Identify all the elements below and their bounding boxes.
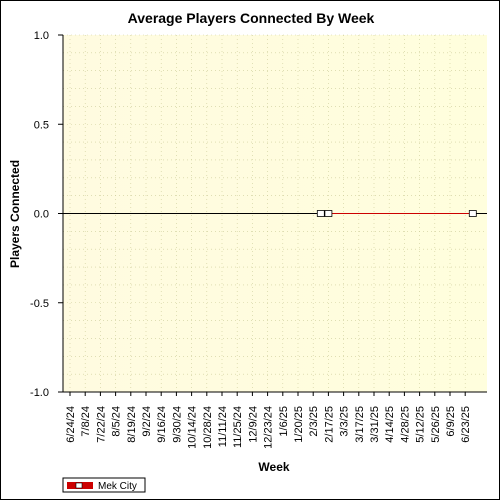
x-tick-label: 6/9/25	[445, 406, 457, 437]
x-tick-label: 1/6/25	[278, 406, 290, 437]
legend-marker	[75, 482, 83, 489]
x-tick-label: 4/28/25	[399, 406, 411, 443]
x-tick-label: 1/20/25	[293, 406, 305, 443]
x-tick-label: 9/30/24	[171, 406, 183, 443]
x-tick-label: 6/24/24	[65, 406, 77, 443]
x-tick-label: 11/25/24	[232, 406, 244, 448]
data-point	[316, 210, 325, 217]
x-axis-ticks: 6/24/24 7/8/24 7/22/24 8/5/24 8/19/24 9/2/24 9…	[65, 392, 472, 449]
x-tick-label: 9/16/24	[156, 406, 168, 443]
x-tick-label: 11/11/24	[217, 406, 229, 447]
chart-title: Average Players Connected By Week	[128, 10, 375, 26]
x-tick-label: 3/31/25	[369, 406, 381, 443]
x-tick-label: 6/23/25	[460, 406, 472, 443]
series-group	[63, 210, 487, 217]
x-tick-label: 7/8/24	[80, 406, 92, 437]
x-tick-label: 3/3/25	[339, 406, 351, 437]
x-axis-label: Week	[258, 460, 289, 474]
y-tick-label: -1.0	[30, 387, 49, 399]
y-axis-label: Players Connected	[8, 160, 22, 268]
x-tick-label: 10/28/24	[202, 406, 214, 449]
x-tick-label: 5/12/25	[415, 406, 427, 443]
x-tick-label: 2/17/25	[323, 406, 335, 443]
y-tick-label: 0.5	[34, 119, 49, 131]
x-tick-label: 12/9/24	[247, 406, 259, 443]
x-tick-label: 8/5/24	[111, 406, 123, 437]
y-tick-label: 1.0	[34, 30, 49, 42]
x-tick-label: 7/22/24	[95, 406, 107, 443]
x-tick-label: 12/23/24	[263, 406, 275, 449]
x-tick-label: 3/17/25	[354, 406, 366, 443]
x-tick-label: 8/19/24	[126, 406, 138, 443]
x-tick-label: 9/2/24	[141, 406, 153, 437]
data-point	[324, 210, 333, 217]
x-tick-label: 4/14/25	[384, 406, 396, 443]
x-tick-label: 5/26/25	[430, 406, 442, 443]
legend-label: Mek City	[98, 481, 137, 492]
y-tick-label: 0.0	[34, 209, 49, 221]
data-point	[468, 210, 477, 217]
y-tick-label: -0.5	[30, 298, 49, 310]
x-tick-label: 2/3/25	[308, 406, 320, 437]
legend: Mek City	[62, 477, 146, 493]
x-tick-label: 10/14/24	[187, 406, 199, 449]
y-axis-ticks: 1.0 0.5 0.0 -0.5 -1.0	[30, 30, 63, 399]
